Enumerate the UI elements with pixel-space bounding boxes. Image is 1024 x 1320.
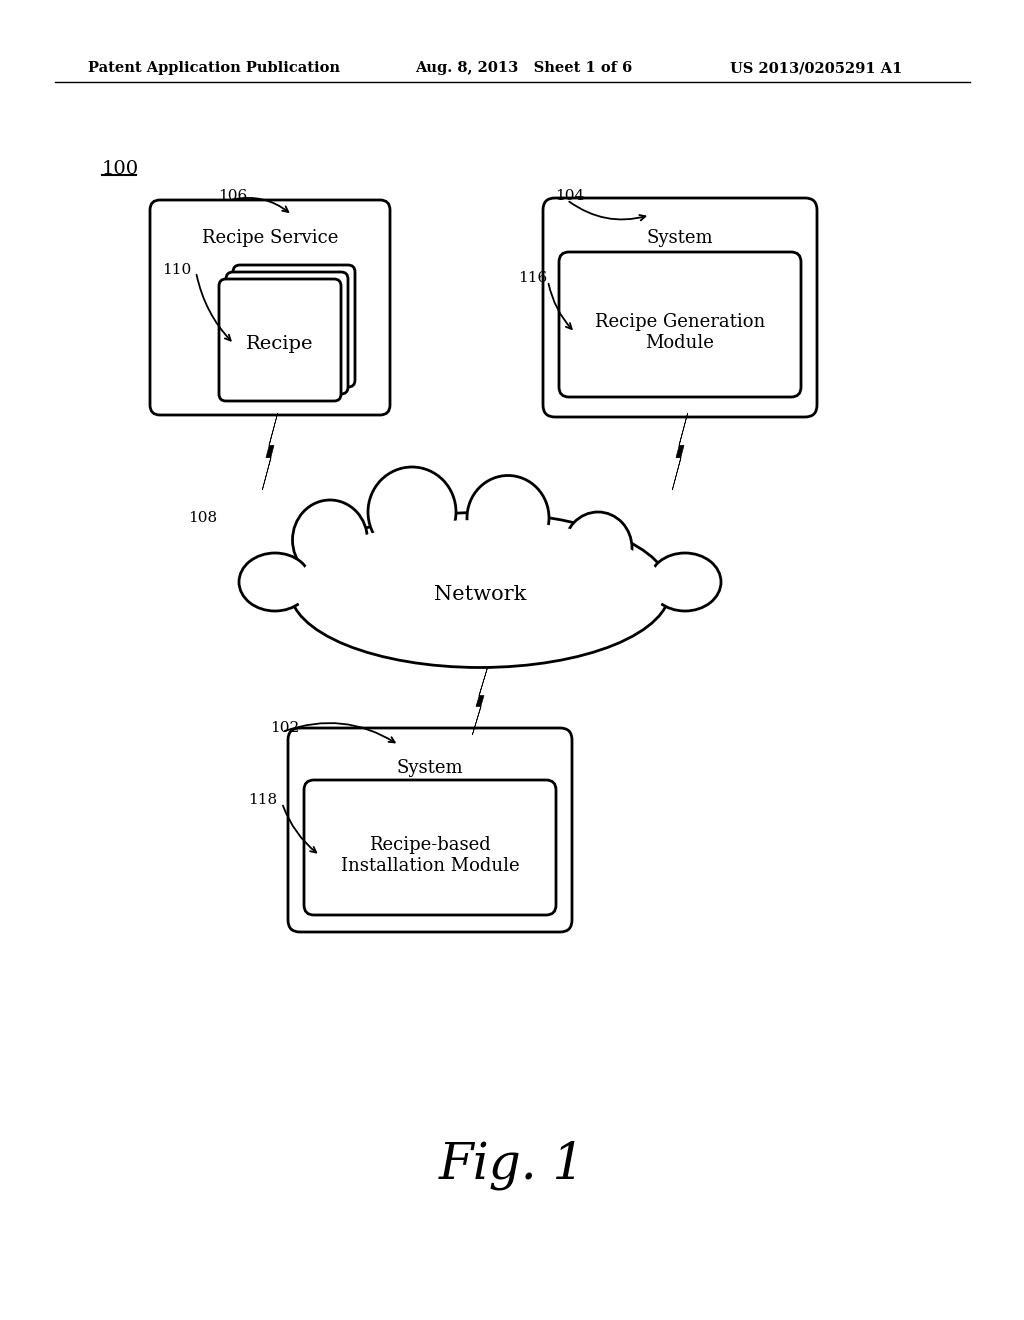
Text: 116: 116	[518, 271, 547, 285]
Text: Recipe: Recipe	[246, 335, 313, 352]
Ellipse shape	[376, 475, 449, 549]
Polygon shape	[262, 413, 278, 490]
Text: Recipe Service: Recipe Service	[202, 228, 338, 247]
Text: 104: 104	[555, 189, 585, 203]
Ellipse shape	[656, 558, 714, 605]
Text: Recipe Generation
Module: Recipe Generation Module	[595, 313, 765, 352]
FancyBboxPatch shape	[226, 272, 348, 393]
Ellipse shape	[368, 467, 456, 557]
Ellipse shape	[239, 553, 311, 611]
Text: 108: 108	[188, 511, 217, 525]
Text: 100: 100	[102, 160, 139, 178]
FancyBboxPatch shape	[233, 265, 355, 387]
FancyBboxPatch shape	[288, 729, 572, 932]
Polygon shape	[472, 667, 487, 735]
Ellipse shape	[564, 512, 632, 583]
FancyBboxPatch shape	[559, 252, 801, 397]
Text: Aug. 8, 2013   Sheet 1 of 6: Aug. 8, 2013 Sheet 1 of 6	[415, 61, 632, 75]
Ellipse shape	[570, 519, 626, 578]
Text: Recipe-based
Installation Module: Recipe-based Installation Module	[341, 836, 519, 875]
FancyBboxPatch shape	[304, 780, 556, 915]
Text: 106: 106	[218, 189, 247, 203]
Ellipse shape	[649, 553, 721, 611]
Text: System: System	[396, 759, 463, 777]
Text: US 2013/0205291 A1: US 2013/0205291 A1	[730, 61, 902, 75]
FancyBboxPatch shape	[543, 198, 817, 417]
FancyBboxPatch shape	[150, 201, 390, 414]
Ellipse shape	[295, 520, 665, 660]
Text: System: System	[647, 228, 714, 247]
Text: Fig. 1: Fig. 1	[439, 1140, 585, 1189]
Ellipse shape	[293, 500, 368, 579]
Text: Patent Application Publication: Patent Application Publication	[88, 61, 340, 75]
Text: 110: 110	[162, 263, 191, 277]
FancyBboxPatch shape	[219, 279, 341, 401]
Ellipse shape	[246, 558, 304, 605]
Text: 118: 118	[248, 793, 278, 807]
Ellipse shape	[474, 483, 542, 553]
Text: Network: Network	[434, 586, 526, 605]
Text: 102: 102	[270, 721, 299, 735]
Polygon shape	[673, 413, 688, 490]
Ellipse shape	[467, 475, 549, 561]
Ellipse shape	[299, 507, 360, 573]
Ellipse shape	[290, 512, 670, 668]
